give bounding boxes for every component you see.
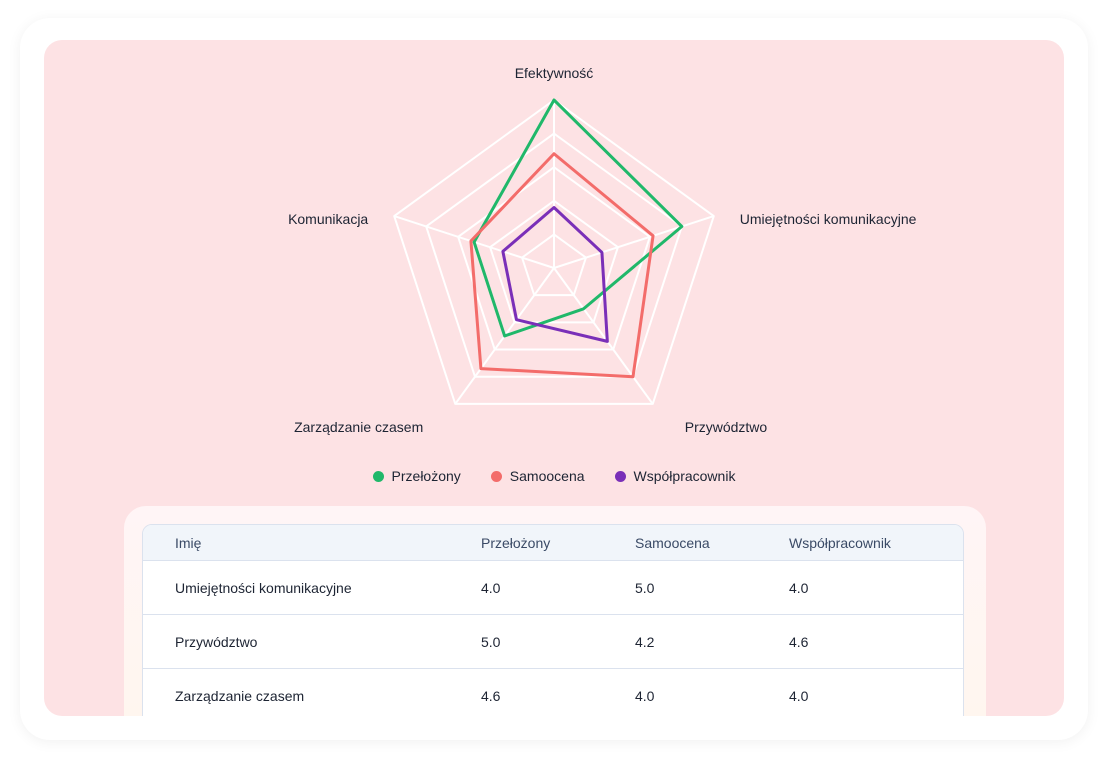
- cell-wspolpracownik: 4.6: [789, 633, 809, 650]
- axis-label: Zarządzanie czasem: [294, 419, 423, 435]
- table-card: Imię Przełożony Samoocena Współpracownik…: [124, 506, 986, 716]
- cell-samoocena: 4.0: [635, 687, 655, 704]
- grid-ring: [425, 132, 683, 378]
- header-cell-wspolpracownik[interactable]: Współpracownik: [789, 534, 891, 551]
- header-cell-samoocena[interactable]: Samoocena: [635, 534, 710, 551]
- table-row: Umiejętności komunikacyjne 4.0 5.0 4.0: [143, 561, 963, 615]
- cell-samoocena: 5.0: [635, 579, 655, 596]
- legend-label: Współpracownik: [633, 468, 736, 484]
- series-line-1: [469, 152, 655, 379]
- series-line-2: [501, 206, 609, 343]
- cell-przelozony: 5.0: [481, 633, 501, 650]
- scores-table: Imię Przełożony Samoocena Współpracownik…: [142, 524, 964, 716]
- grid-spoke: [553, 215, 715, 269]
- legend-dot-przelozony: [372, 470, 384, 482]
- grid-ring: [521, 233, 587, 297]
- cell-wspolpracownik: 4.0: [789, 687, 809, 704]
- cell-name: Umiejętności komunikacyjne: [175, 579, 352, 596]
- grid-spoke: [553, 267, 654, 405]
- series-line-0: [472, 98, 684, 338]
- grid-ring: [393, 99, 715, 405]
- legend-item-wspolpracownik[interactable]: Współpracownik: [614, 468, 736, 484]
- legend-item-samoocena[interactable]: Samoocena: [490, 468, 585, 484]
- axis-label: Umiejętności komunikacyjne: [740, 211, 917, 227]
- cell-przelozony: 4.0: [481, 579, 501, 596]
- table-header: Imię Przełożony Samoocena Współpracownik: [143, 525, 963, 561]
- axis-label: Przywództwo: [685, 419, 768, 435]
- cell-name: Przywództwo: [175, 633, 258, 650]
- header-cell-name[interactable]: Imię: [175, 534, 202, 551]
- table-row: Zarządzanie czasem 4.6 4.0 4.0: [143, 669, 963, 716]
- legend-dot-wspolpracownik: [614, 470, 626, 482]
- axis-label: Komunikacja: [288, 211, 368, 227]
- cell-name: Zarządzanie czasem: [175, 687, 305, 704]
- chart-legend: Przełożony Samoocena Współpracownik: [44, 468, 1064, 484]
- legend-label: Przełożony: [391, 468, 461, 484]
- grid-ring: [457, 166, 651, 351]
- table-row: Przywództwo 5.0 4.2 4.6: [143, 615, 963, 669]
- chart-panel: Efektywność Umiejętności komunikacyjne Prz…: [44, 40, 1064, 716]
- cell-samoocena: 4.2: [635, 633, 655, 650]
- header-cell-przelozony[interactable]: Przełożony: [481, 534, 551, 551]
- cell-wspolpracownik: 4.0: [789, 579, 809, 596]
- axis-label: Efektywność: [515, 65, 594, 81]
- radar-chart: Efektywność Umiejętności komunikacyjne Prz…: [288, 65, 917, 435]
- legend-dot-samoocena: [490, 470, 502, 482]
- legend-label: Samoocena: [509, 468, 585, 484]
- cell-przelozony: 4.6: [481, 687, 501, 704]
- grid-ring: [489, 199, 619, 324]
- legend-item-przelozony[interactable]: Przełożony: [372, 468, 461, 484]
